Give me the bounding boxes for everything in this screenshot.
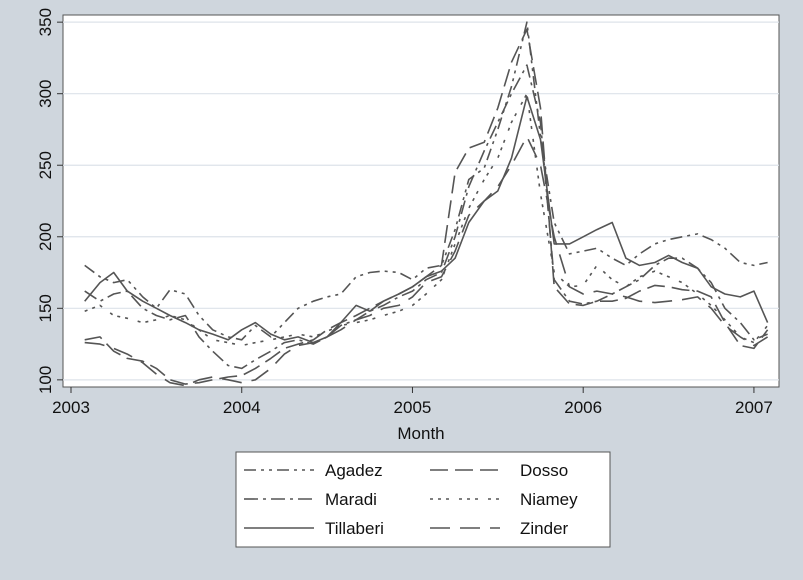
legend-label: Dosso [520,461,568,480]
y-tick-label: 150 [36,294,55,322]
series-layer [84,21,769,387]
series-line-maradi [84,64,768,370]
y-tick-label: 250 [36,151,55,179]
x-tick-label: 2005 [394,398,432,417]
y-tick-label: 200 [36,223,55,251]
legend-label: Maradi [325,490,377,509]
y-tick-label: 350 [36,8,55,36]
y-tick-label: 100 [36,366,55,394]
gridlines [63,21,779,381]
legend-label: Tillaberi [325,519,384,538]
legend-label: Zinder [520,519,569,538]
x-tick-label: 2006 [564,398,602,417]
axes: 100 150 200 250 300 350 2003 2004 2005 2006 2007 [36,8,773,417]
x-axis-title: Month [397,424,444,443]
legend: Agadez Dosso Maradi Niamey Tillaberi Zinder [235,451,611,548]
plot-area [62,14,780,388]
legend-label: Agadez [325,461,383,480]
y-tick-label: 300 [36,80,55,108]
x-tick-label: 2004 [223,398,261,417]
series-line-zinder [84,135,769,387]
series-line-tillaberi [84,95,769,344]
x-tick-label: 2003 [52,398,90,417]
legend-label: Niamey [520,490,578,509]
x-tick-label: 2007 [735,398,773,417]
